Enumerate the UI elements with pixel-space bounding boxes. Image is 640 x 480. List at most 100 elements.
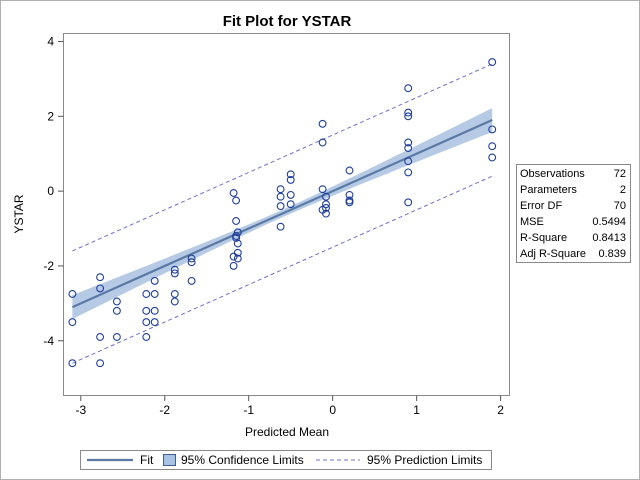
data-point <box>229 261 238 270</box>
data-point <box>286 175 295 184</box>
plot-frame <box>63 33 510 396</box>
data-point <box>96 359 105 368</box>
data-point <box>170 297 179 306</box>
y-axis-label: YSTAR <box>12 194 26 233</box>
y-tick-label: 0 <box>47 184 54 198</box>
stats-value: 70 <box>614 200 626 212</box>
x-tick-label: -2 <box>159 403 170 417</box>
data-point <box>404 168 413 177</box>
data-point <box>68 359 77 368</box>
x-tick-label: 2 <box>497 403 504 417</box>
data-point <box>112 297 121 306</box>
stats-label: R-Square <box>520 232 567 244</box>
data-point <box>232 233 241 242</box>
data-point <box>232 217 241 225</box>
data-point <box>150 276 159 285</box>
stats-value: 0.8413 <box>592 232 626 244</box>
data-point <box>345 198 354 207</box>
data-point <box>286 200 295 209</box>
data-point <box>404 108 413 117</box>
data-point <box>404 157 413 166</box>
data-point <box>276 192 285 201</box>
data-point <box>488 58 497 67</box>
fit-line <box>71 119 493 309</box>
y-tick-label: 2 <box>47 109 54 123</box>
stats-value: 0.839 <box>598 248 626 260</box>
data-point <box>488 125 497 134</box>
data-point <box>404 144 413 153</box>
fit-statistics-table: Observations 72 Parameters 2 Error DF 70 MSE 0.… <box>516 164 631 263</box>
stats-label: Adj R-Square <box>520 248 586 260</box>
stats-label: MSE <box>520 216 544 228</box>
stats-box <box>516 164 631 263</box>
data-point <box>276 222 285 231</box>
data-point <box>318 119 327 128</box>
data-point <box>112 333 121 341</box>
data-point <box>233 248 242 257</box>
data-point <box>286 170 295 179</box>
data-point <box>142 290 151 298</box>
data-point <box>322 204 330 212</box>
data-point <box>170 265 179 274</box>
data-point <box>233 254 242 263</box>
data-point <box>276 202 285 211</box>
data-point <box>322 200 330 209</box>
data-point <box>232 196 241 205</box>
data-point <box>142 333 151 341</box>
data-point <box>68 290 77 298</box>
data-point <box>345 190 354 199</box>
x-tick-label: -1 <box>243 403 254 417</box>
chart-title: Fit Plot for YSTAR <box>223 13 352 30</box>
data-point <box>96 333 105 341</box>
data-point <box>229 189 238 197</box>
data-point <box>96 284 105 293</box>
legend-prediction-label: 95% Prediction Limits <box>367 453 482 467</box>
data-point <box>318 185 327 194</box>
data-point <box>318 138 327 147</box>
data-point <box>233 239 242 248</box>
x-tick-label: 1 <box>413 403 420 417</box>
stats-label: Observations <box>520 168 585 180</box>
y-tick-label: -4 <box>43 334 54 348</box>
data-point <box>142 306 151 315</box>
data-point <box>68 318 77 327</box>
data-point <box>488 142 497 151</box>
y-tick-label: -2 <box>43 259 54 273</box>
legend: Fit 95% Confidence Limits 95% Prediction L… <box>80 450 492 470</box>
data-point <box>170 269 179 278</box>
data-point <box>170 290 179 298</box>
stats-label: Error DF <box>520 200 562 212</box>
data-point <box>404 84 413 93</box>
data-point <box>488 153 497 162</box>
data-point <box>187 254 196 263</box>
data-point <box>286 190 295 199</box>
legend-confidence-swatch <box>163 454 176 466</box>
data-point <box>404 138 413 147</box>
x-axis-label: Predicted Mean <box>245 425 329 439</box>
y-tick-label: 4 <box>47 34 54 48</box>
x-tick-label: 0 <box>329 403 336 417</box>
stats-value: 72 <box>614 168 626 180</box>
data-point <box>404 198 413 207</box>
data-point <box>150 318 159 327</box>
data-point <box>142 318 151 327</box>
data-point <box>322 192 330 201</box>
legend-box <box>80 450 492 470</box>
stats-value: 2 <box>620 184 626 196</box>
data-point <box>322 209 330 218</box>
data-point <box>233 228 242 237</box>
data-point <box>150 290 159 298</box>
data-point <box>404 112 413 121</box>
data-point <box>150 306 159 315</box>
data-point <box>276 185 285 194</box>
band-layer <box>71 63 493 364</box>
legend-fit-label: Fit <box>140 453 154 467</box>
stats-label: Parameters <box>520 184 577 196</box>
x-tick-label: -3 <box>75 403 86 417</box>
axis-layer: -3 -2 -1 0 1 2 -4 -2 0 2 4 <box>43 34 504 417</box>
data-point <box>187 276 196 285</box>
legend-confidence-label: 95% Confidence Limits <box>181 453 304 467</box>
data-point <box>112 306 121 315</box>
data-point <box>187 258 196 267</box>
